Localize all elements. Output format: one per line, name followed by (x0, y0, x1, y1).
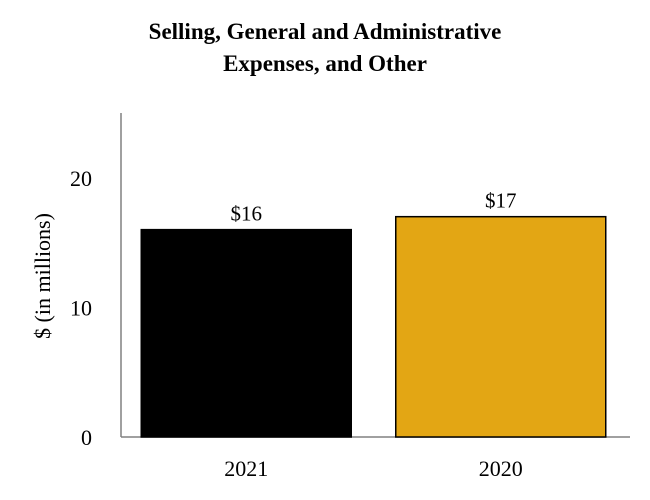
bar-2020 (395, 215, 607, 438)
data-label-2020: $17 (485, 189, 517, 213)
bar-2021 (140, 228, 352, 438)
chart-title-line-1: Selling, General and Administrative (148, 19, 502, 44)
data-label-2021: $16 (231, 202, 263, 226)
bars (140, 215, 607, 438)
y-axis-label: $ (in millions) (30, 213, 55, 339)
y-tick-label-10: 10 (70, 295, 92, 320)
x-tick-labels: 2021 2020 (224, 456, 523, 481)
y-tick-label-0: 0 (81, 425, 92, 450)
chart-title: Selling, General and Administrative Expe… (0, 16, 650, 80)
chart-title-line-2: Expenses, and Other (223, 51, 427, 76)
x-tick-label-2020: 2020 (479, 456, 523, 481)
data-labels: $16 $17 (231, 189, 517, 226)
y-tick-label-20: 20 (70, 166, 92, 191)
x-tick-label-2021: 2021 (224, 456, 268, 481)
y-tick-labels: 0 10 20 (70, 166, 92, 450)
